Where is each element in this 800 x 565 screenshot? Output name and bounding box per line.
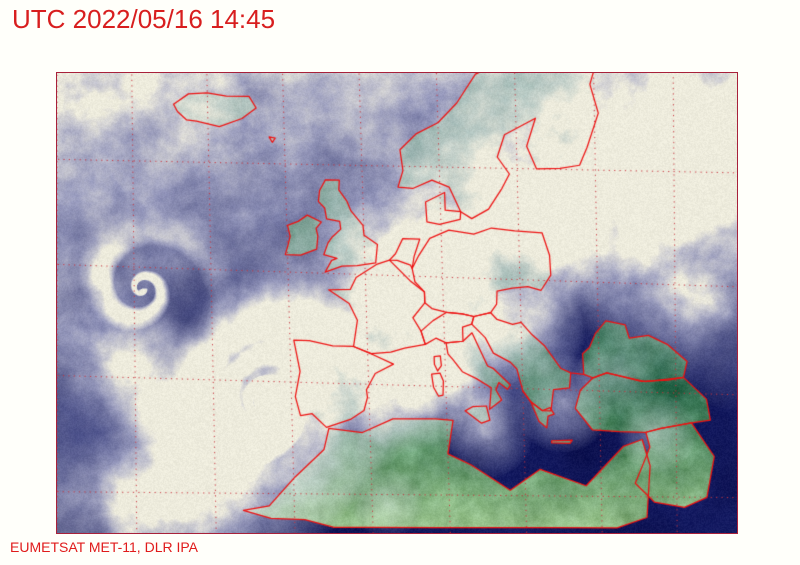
satellite-image	[57, 73, 737, 533]
satellite-image-frame	[56, 72, 738, 534]
page-title: UTC 2022/05/16 14:45	[12, 4, 276, 34]
attribution-caption: EUMETSAT MET-11, DLR IPA	[10, 539, 199, 555]
satellite-image-alt-text: EUMETSAT MET-11 visible-channel satellit…	[0, 0, 1, 1]
